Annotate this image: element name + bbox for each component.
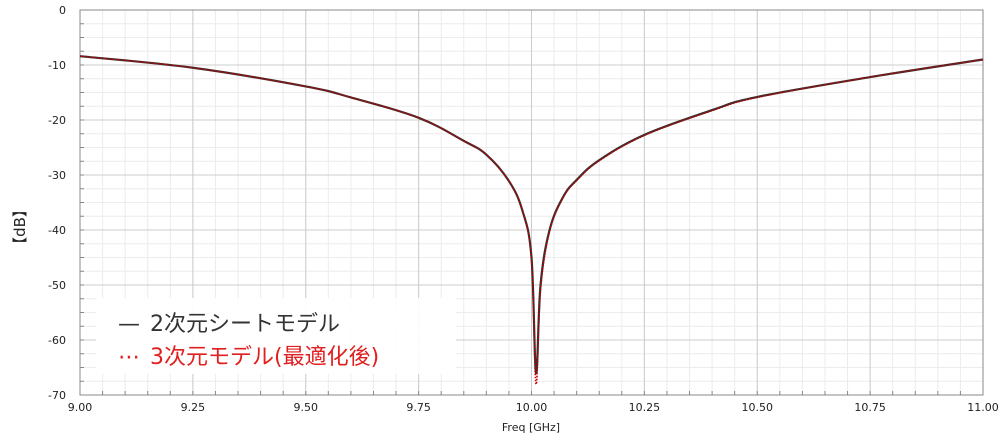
x-tick-label: 10.50 xyxy=(742,401,774,414)
legend: — 2次元シートモデル ⋯ 3次元モデル(最適化後) xyxy=(118,312,379,370)
x-tick-label: 10.00 xyxy=(516,401,548,414)
x-tick-label: 11.00 xyxy=(967,401,999,414)
y-tick-label: -10 xyxy=(48,59,66,72)
x-tick-label: 10.25 xyxy=(629,401,661,414)
y-tick-label: -30 xyxy=(48,169,66,182)
x-tick-label: 9.75 xyxy=(406,401,431,414)
y-axis-title: 【dB】 xyxy=(11,202,29,252)
y-tick-label: -40 xyxy=(48,224,66,237)
x-tick-label: 9.25 xyxy=(181,401,206,414)
legend-label-3d: 3次元モデル(最適化後) xyxy=(150,345,379,370)
grid xyxy=(79,9,984,396)
minor-ticks xyxy=(79,9,984,396)
y-tick-label: -50 xyxy=(48,279,66,292)
x-tick-label: 10.75 xyxy=(854,401,886,414)
legend-label-2d: 2次元シートモデル xyxy=(150,312,340,337)
y-tick-label: -70 xyxy=(48,389,66,402)
series-line-3d xyxy=(79,55,984,385)
legend-box xyxy=(96,298,456,374)
legend-symbol-3d: ⋯ xyxy=(118,345,140,370)
y-tick-label: 0 xyxy=(59,4,66,17)
x-axis-title: Freq [GHz] xyxy=(502,421,560,434)
x-tick-label: 9.00 xyxy=(68,401,93,414)
y-tick-labels: 0 -10 -20 -30 -40 -50 -60 -70 xyxy=(48,4,66,402)
x-tick-label: 9.50 xyxy=(294,401,319,414)
legend-symbol-2d: — xyxy=(118,312,140,337)
y-tick-label: -20 xyxy=(48,114,66,127)
x-tick-labels: 9.00 9.25 9.50 9.75 10.00 10.25 10.50 10.75 11.0… xyxy=(68,401,999,414)
y-tick-label: -60 xyxy=(48,334,66,347)
series-group xyxy=(79,55,984,385)
